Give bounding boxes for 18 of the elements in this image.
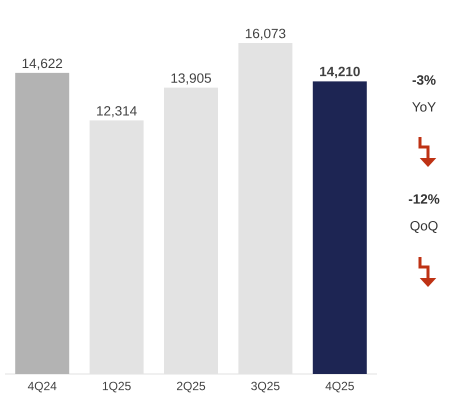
data-label: 12,314 <box>97 106 137 118</box>
x-tick-label: 1Q25 <box>102 382 131 392</box>
x-tick-label: 2Q25 <box>176 382 206 392</box>
text: -12% <box>408 194 440 204</box>
text: YoY <box>412 102 436 112</box>
bar <box>164 88 218 374</box>
data-label: 13,905 <box>171 73 212 84</box>
bar <box>90 120 144 374</box>
data-label: 16,073 <box>246 28 286 40</box>
x-tick-label: 4Q25 <box>325 382 354 392</box>
data-label: 14,210 <box>320 66 360 78</box>
bar <box>238 43 292 374</box>
x-tick-label: 3Q25 <box>251 382 280 392</box>
text: -3% <box>412 75 436 85</box>
text: QoQ <box>410 221 438 233</box>
bar <box>312 81 367 374</box>
data-label: 14,622 <box>22 58 62 70</box>
x-tick-label: 4Q24 <box>28 382 56 392</box>
